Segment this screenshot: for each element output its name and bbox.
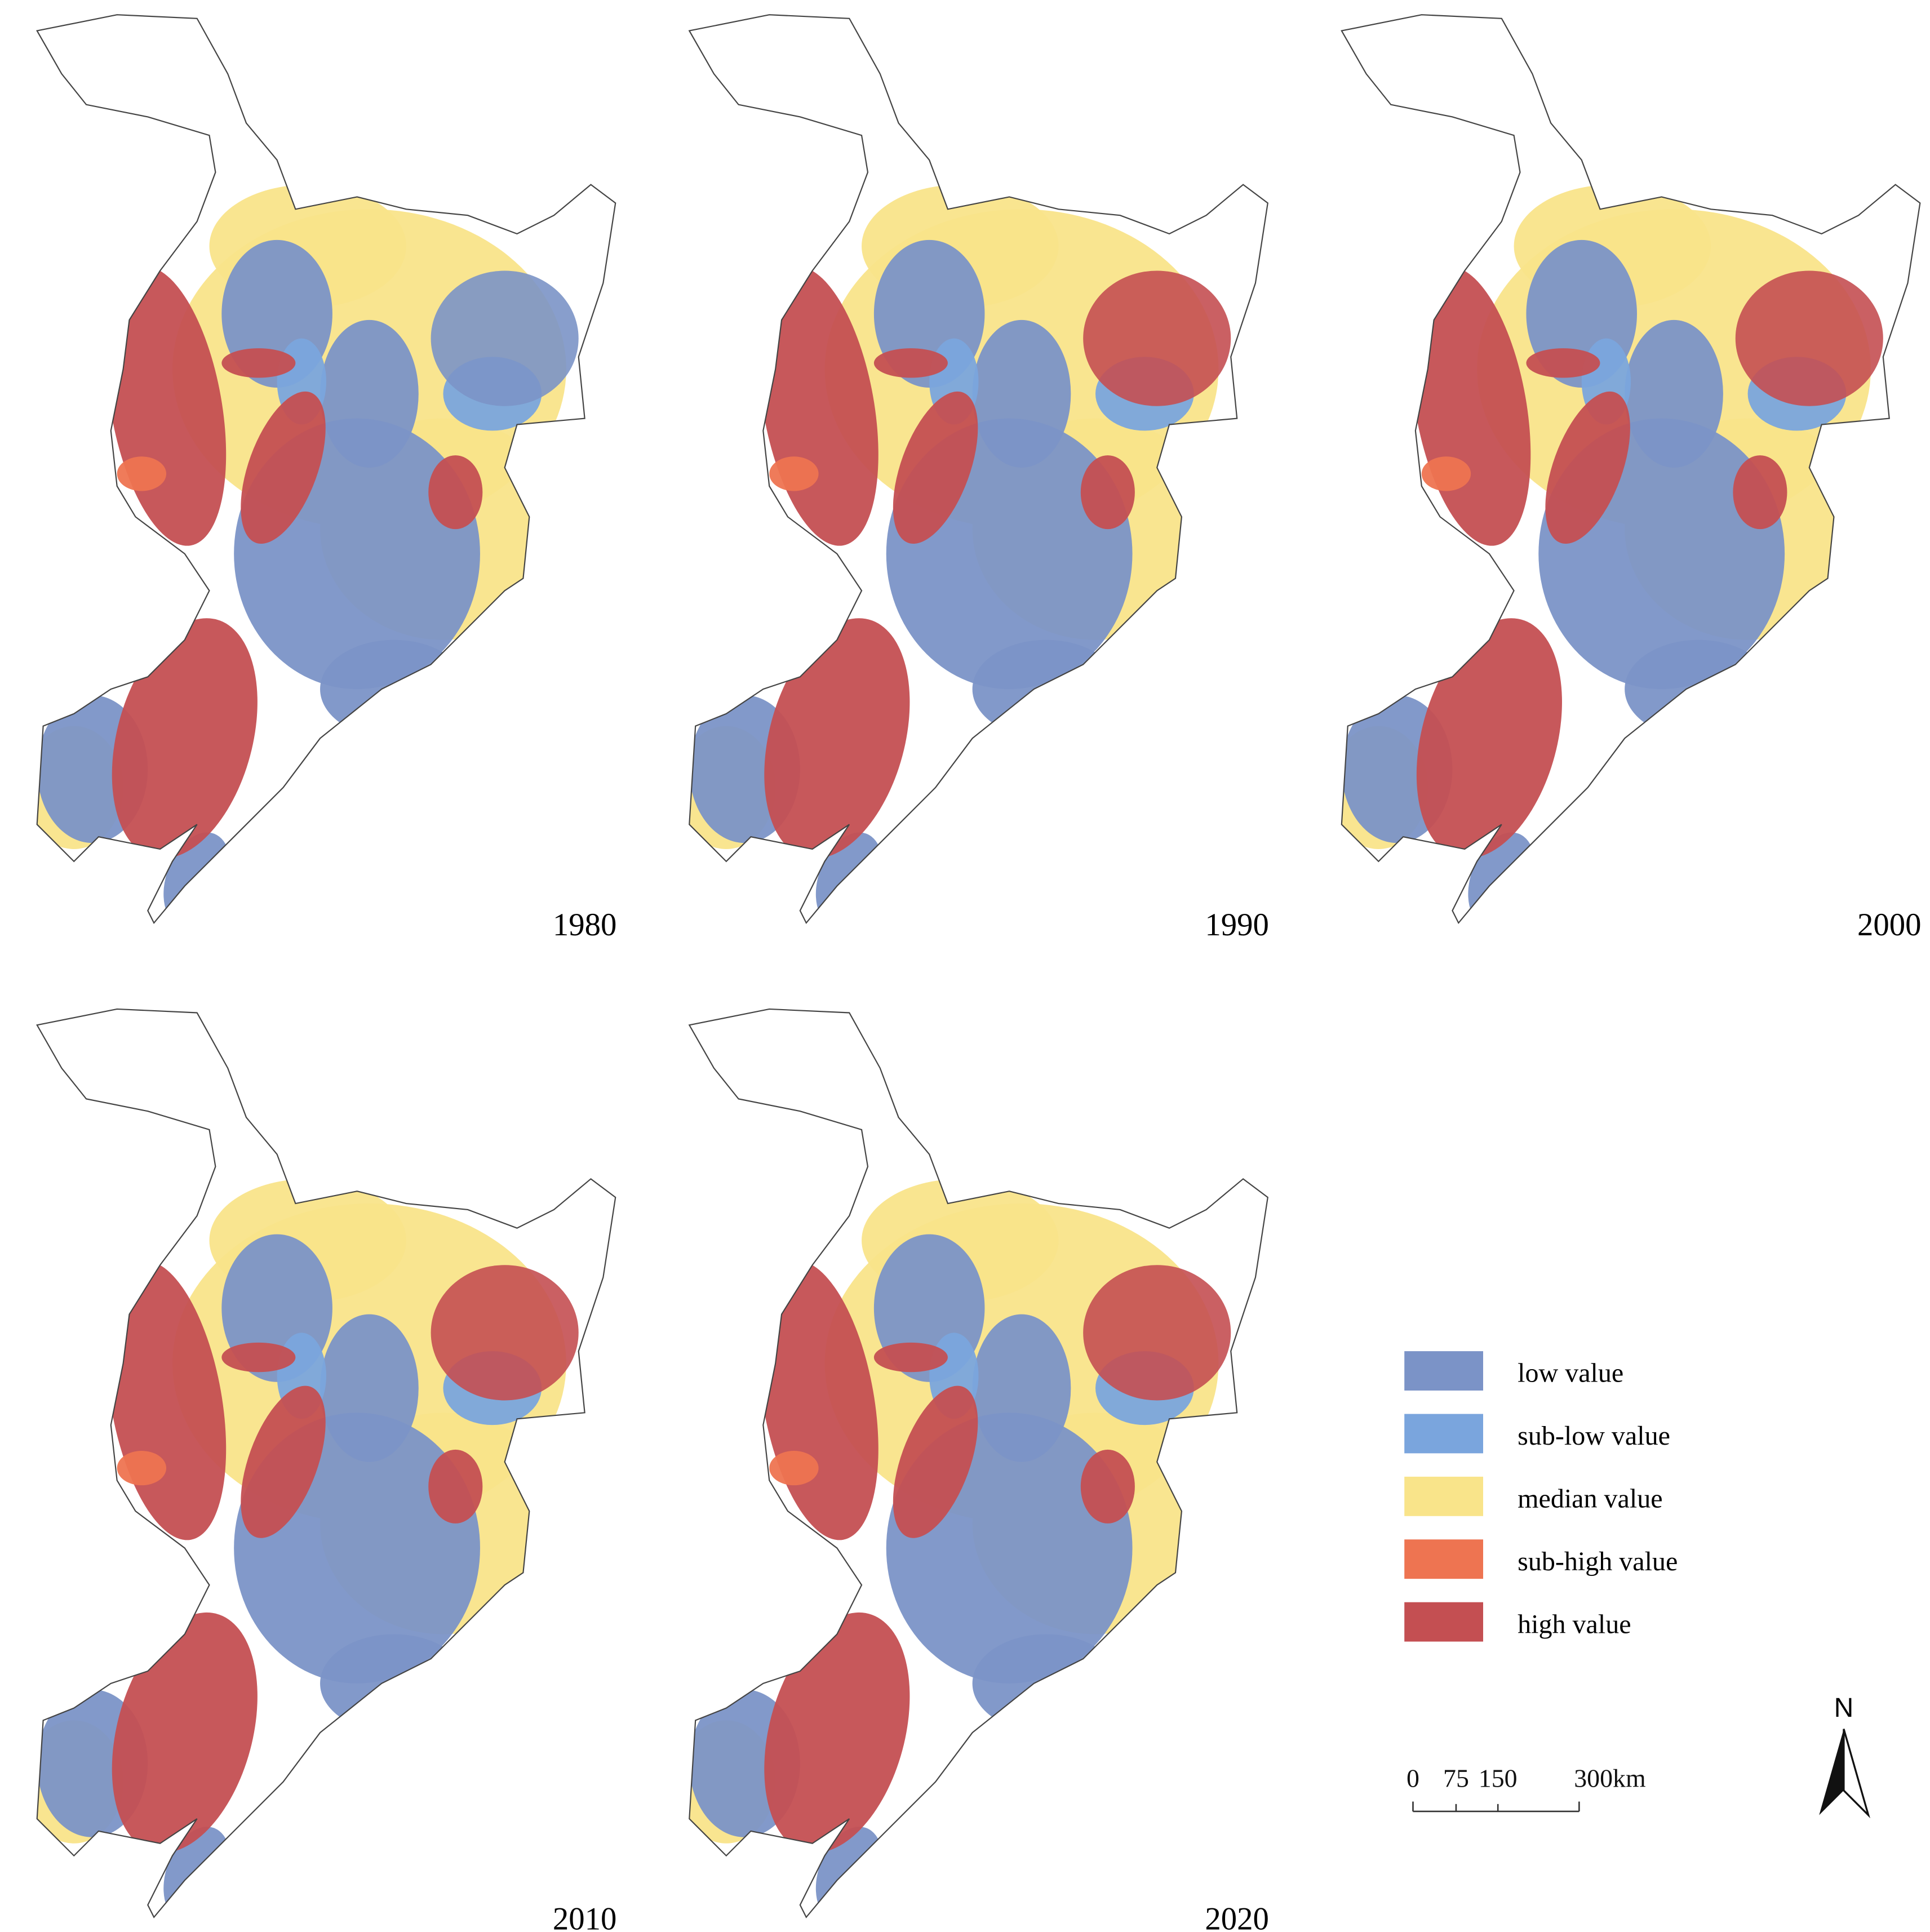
region-class-area: [1735, 270, 1883, 406]
legend-label: high value: [1518, 1609, 1631, 1639]
map-fill: [689, 1179, 1231, 1917]
region-class-area: [764, 618, 910, 859]
region-class-area: [1416, 618, 1562, 859]
scale-bar: 0 75 150 300km: [1407, 1764, 1646, 1813]
map-panel: 2010: [36, 1008, 617, 1932]
region-class-area: [769, 1451, 819, 1486]
map-fill: [689, 184, 1231, 923]
region-class-area: [428, 1449, 483, 1524]
region-class-area: [972, 1314, 1071, 1462]
region-class-area: [1080, 455, 1135, 530]
region-class-area: [431, 270, 579, 406]
region-class-area: [241, 1385, 326, 1538]
region-class-area: [241, 391, 326, 544]
region-class-area: [764, 1612, 910, 1853]
region-class-area: [972, 1634, 1120, 1733]
region-class-area: [1545, 391, 1630, 544]
region-class-area: [769, 456, 819, 491]
map-fill: [37, 1179, 579, 1917]
legend-label: sub-low value: [1518, 1421, 1670, 1451]
region-class-area: [428, 455, 483, 530]
region-class-area: [873, 348, 948, 378]
region-class-area: [893, 1385, 978, 1538]
region-class-area: [1083, 1265, 1231, 1401]
region-class-area: [972, 639, 1120, 739]
region-class-area: [1080, 1449, 1135, 1524]
legend-swatch: [1404, 1539, 1483, 1579]
region-class-area: [112, 1612, 258, 1853]
region-class-area: [320, 639, 468, 739]
scale-label: 75: [1443, 1764, 1469, 1792]
region-class-area: [1625, 639, 1773, 739]
region-class-area: [1733, 455, 1787, 530]
map-panel: 1980: [36, 14, 617, 943]
scale-label: 300km: [1574, 1764, 1645, 1792]
region-class-area: [320, 1314, 419, 1462]
region-class-area: [1526, 348, 1600, 378]
region-class-area: [320, 319, 419, 468]
year-label: 2020: [1205, 1902, 1269, 1932]
map-fill: [1341, 184, 1883, 923]
region-class-area: [972, 319, 1071, 468]
legend-label: median value: [1518, 1484, 1662, 1513]
north-arrow: N: [1819, 1693, 1870, 1819]
region-class-area: [1421, 456, 1471, 491]
legend-label: low value: [1518, 1358, 1623, 1388]
region-class-area: [893, 391, 978, 544]
year-label: 2010: [553, 1902, 617, 1932]
legend-swatch: [1404, 1351, 1483, 1391]
region-class-area: [221, 1342, 296, 1373]
map-panel: 2020: [689, 1008, 1269, 1932]
map-panel: 2000: [1341, 14, 1922, 943]
legend-swatch: [1404, 1476, 1483, 1516]
legend-swatch: [1404, 1602, 1483, 1642]
region-class-area: [221, 348, 296, 378]
region-class-area: [431, 1265, 579, 1401]
year-label: 2000: [1857, 907, 1922, 943]
legend-swatch: [1404, 1414, 1483, 1454]
map-fill: [37, 184, 579, 923]
year-label: 1980: [553, 907, 617, 943]
region-class-area: [873, 1342, 948, 1373]
year-label: 1990: [1205, 907, 1269, 943]
north-label: N: [1834, 1693, 1854, 1723]
region-class-area: [1083, 270, 1231, 406]
region-class-area: [1625, 319, 1723, 468]
scale-label: 150: [1479, 1764, 1518, 1792]
scale-label: 0: [1407, 1764, 1419, 1792]
region-class-area: [117, 456, 167, 491]
legend-label: sub-high value: [1518, 1547, 1678, 1576]
region-class-area: [320, 1634, 468, 1733]
map-panel: 1990: [689, 14, 1269, 943]
region-class-area: [112, 618, 258, 859]
region-class-area: [117, 1451, 167, 1486]
